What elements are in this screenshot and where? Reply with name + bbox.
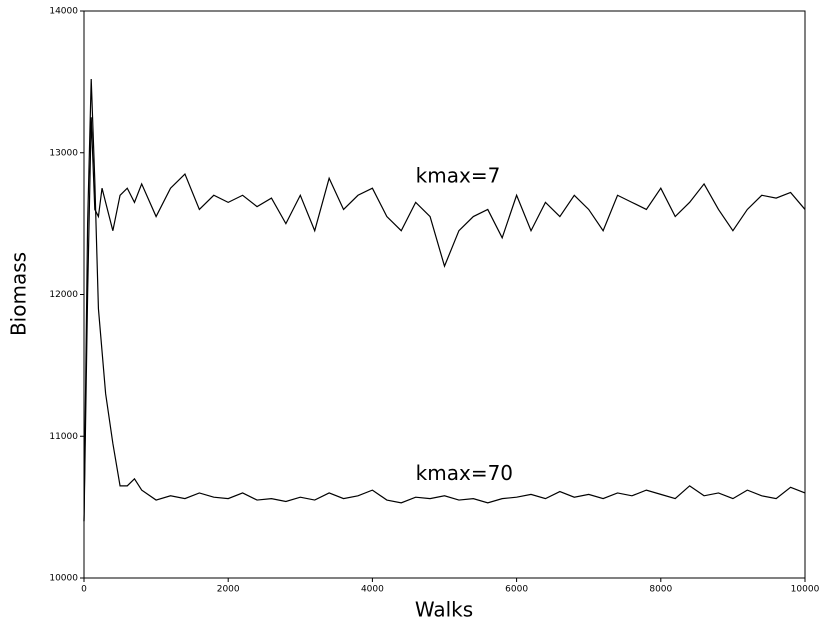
x-axis-label: Walks	[415, 598, 473, 622]
y-tick-label: 10000	[49, 574, 78, 584]
x-tick-label: 6000	[505, 585, 528, 595]
series-line	[83, 117, 806, 522]
x-tick-label: 8000	[649, 585, 672, 595]
x-tick-label: 2000	[217, 585, 240, 595]
plot-frame	[83, 10, 806, 579]
annotation: kmax=70	[416, 461, 513, 485]
x-tick-label: 10000	[791, 585, 820, 595]
y-tick-label: 14000	[49, 7, 78, 17]
annotation: kmax=7	[416, 163, 501, 187]
y-tick-label: 13000	[49, 148, 78, 158]
x-tick-label: 4000	[361, 585, 384, 595]
series-line	[83, 79, 806, 522]
y-tick-label: 12000	[49, 290, 78, 300]
x-tick-label: 0	[81, 585, 87, 595]
y-tick-label: 11000	[49, 432, 78, 442]
y-axis-label: Biomass	[7, 252, 31, 336]
